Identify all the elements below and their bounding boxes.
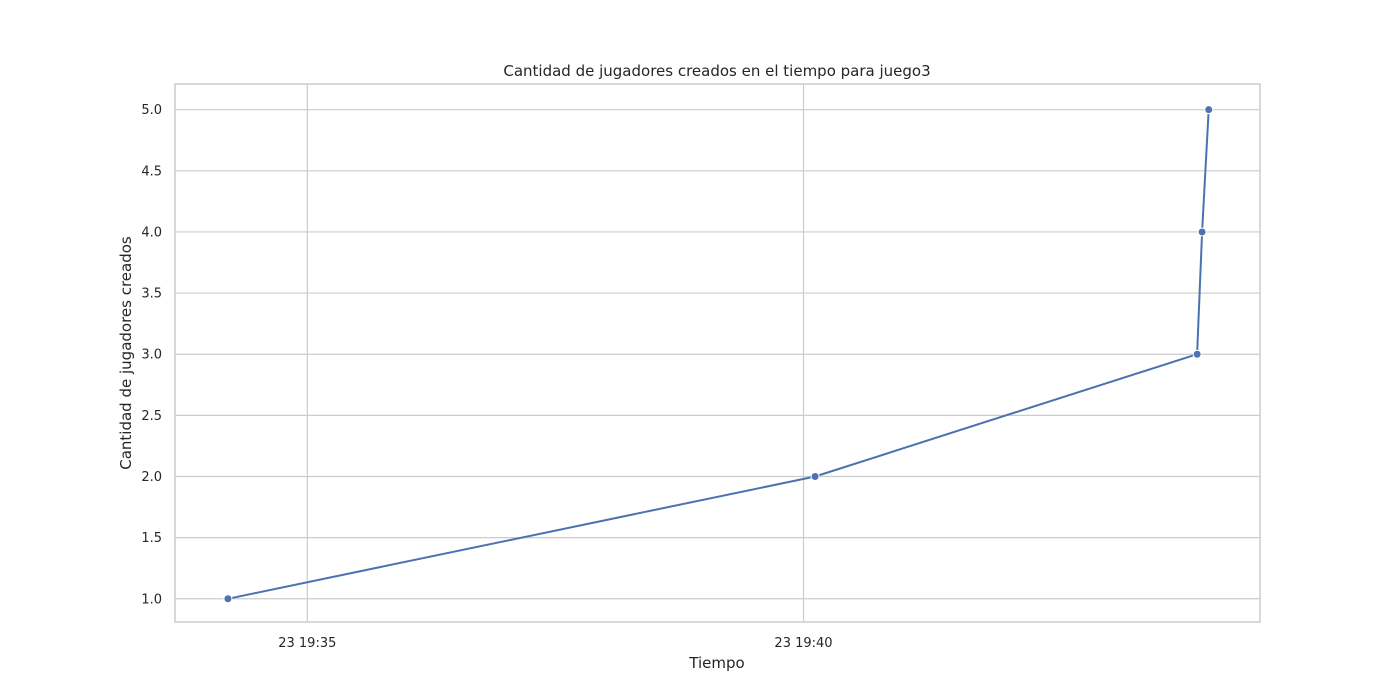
y-tick-label: 3.5 [141,287,162,302]
y-tick-label: 2.0 [141,470,162,485]
y-axis-label: Cantidad de jugadores creados [117,236,135,470]
tick-label-layer: 1.0 1.5 2.0 2.5 3.0 3.5 4.0 4.5 5.0 23 19:35 23 19… [141,103,832,651]
x-tick-label: 23 19:35 [278,636,336,651]
series-layer [223,105,1214,604]
y-tick-label: 5.0 [141,103,162,118]
x-tick-label: 23 19:40 [774,636,832,651]
data-point [1192,349,1202,359]
y-tick-label: 1.0 [141,592,162,607]
y-tick-label: 4.5 [141,164,162,179]
data-point [223,594,233,604]
grid-layer [175,84,1260,622]
data-point [1197,227,1207,237]
y-tick-label: 3.0 [141,348,162,363]
plot-frame [174,83,1261,623]
x-axis-label: Tiempo [688,654,744,672]
chart-title: Cantidad de jugadores creados en el tiem… [503,62,930,80]
data-point [1204,105,1214,115]
y-tick-label: 2.5 [141,409,162,424]
data-point [810,471,820,481]
y-tick-label: 1.5 [141,531,162,546]
y-tick-label: 4.0 [141,225,162,240]
